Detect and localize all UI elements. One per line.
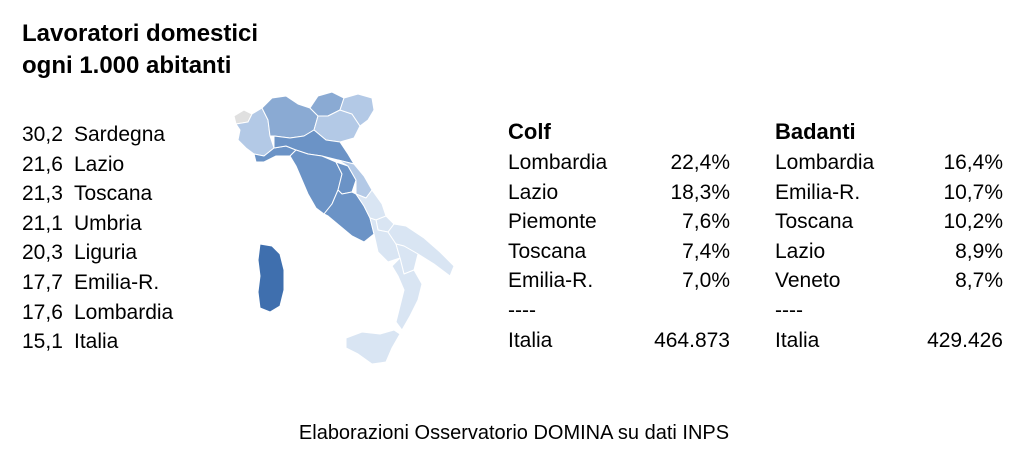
colf-region: Toscana <box>508 239 587 263</box>
badanti-value: 10,7% <box>943 180 1003 204</box>
ranking-row: 17,7 Emilia-R. <box>22 268 173 298</box>
badanti-row: Emilia-R. 10,7% <box>775 178 1003 208</box>
ranking-value: 30,2 <box>22 123 63 146</box>
colf-row: Piemonte 7,6% <box>508 207 730 237</box>
chart-title: Lavoratori domestici ogni 1.000 abitanti <box>22 18 258 82</box>
ranking-list: 30,2 Sardegna 21,6 Lazio 21,3 Toscana 21,1 U… <box>22 120 173 357</box>
badanti-region: Emilia-R. <box>775 180 861 204</box>
ranking-value: 21,3 <box>22 182 63 206</box>
badanti-row: Veneto 8,7% <box>775 266 1003 296</box>
badanti-separator-text: ---- <box>775 298 803 322</box>
colf-separator: ---- <box>508 296 730 326</box>
italy-map <box>233 91 455 365</box>
title-line-2: ogni 1.000 abitanti <box>22 52 232 79</box>
colf-row: Lombardia 22,4% <box>508 148 730 178</box>
badanti-region: Toscana <box>775 210 854 234</box>
ranking-region: Emilia-R. <box>74 270 160 294</box>
ranking-value: 15,1 <box>22 330 63 354</box>
colf-value: 7,0% <box>682 269 730 293</box>
badanti-table: Badanti Lombardia 16,4% Emilia-R. 10,7% To… <box>775 116 1003 355</box>
badanti-row: Toscana 10,2% <box>775 207 1003 237</box>
ranking-region: Liguria <box>74 241 138 265</box>
badanti-row: Lazio 8,9% <box>775 237 1003 267</box>
title-line-1: Lavoratori domestici <box>22 20 259 47</box>
ranking-region: Sardegna <box>74 123 166 146</box>
badanti-region: Lazio <box>775 239 826 263</box>
badanti-region: Veneto <box>775 269 841 293</box>
ranking-region: Umbria <box>74 211 142 235</box>
badanti-heading: Badanti <box>775 119 856 144</box>
badanti-separator: ---- <box>775 296 1003 326</box>
ranking-region: Lombardia <box>74 300 174 324</box>
colf-row: Emilia-R. 7,0% <box>508 266 730 296</box>
region-calabria <box>391 257 423 331</box>
ranking-row: 21,3 Toscana <box>22 179 173 209</box>
badanti-row: Lombardia 16,4% <box>775 148 1003 178</box>
ranking-value: 21,1 <box>22 211 63 235</box>
ranking-value: 17,6 <box>22 300 63 324</box>
colf-region: Lazio <box>508 180 559 204</box>
ranking-region: Italia <box>74 330 119 354</box>
region-friuli <box>339 93 375 127</box>
ranking-row: 15,1 Italia <box>22 327 173 357</box>
ranking-value: 20,3 <box>22 241 63 265</box>
ranking-region: Toscana <box>74 182 153 206</box>
region-sicilia <box>345 329 401 365</box>
colf-row: Toscana 7,4% <box>508 237 730 267</box>
ranking-value: 17,7 <box>22 270 63 294</box>
badanti-value: 16,4% <box>943 151 1003 174</box>
badanti-value: 10,2% <box>943 210 1003 234</box>
badanti-value: 8,7% <box>955 269 1003 293</box>
colf-region: Piemonte <box>508 210 597 234</box>
ranking-row: 21,6 Lazio <box>22 150 173 180</box>
ranking-row: 30,2 Sardegna <box>22 120 173 150</box>
colf-heading: Colf <box>508 119 551 144</box>
badanti-total-value: 429.426 <box>927 328 1003 352</box>
colf-region: Lombardia <box>508 151 608 174</box>
colf-total-value: 464.873 <box>654 328 730 352</box>
source-note: Elaborazioni Osservatorio DOMINA su dati… <box>298 422 730 444</box>
badanti-total-label: Italia <box>775 328 820 352</box>
colf-value: 7,6% <box>682 210 730 234</box>
ranking-value: 21,6 <box>22 152 63 176</box>
ranking-region: Lazio <box>74 152 125 176</box>
badanti-total-row: Italia 429.426 <box>775 326 1003 356</box>
ranking-row: 20,3 Liguria <box>22 238 173 268</box>
region-sardegna <box>257 243 285 313</box>
ranking-row: 21,1 Umbria <box>22 209 173 239</box>
colf-value: 22,4% <box>670 151 730 174</box>
colf-table: Colf Lombardia 22,4% Lazio 18,3% Piemonte 7… <box>508 116 730 355</box>
colf-total-row: Italia 464.873 <box>508 326 730 356</box>
badanti-region: Lombardia <box>775 151 875 174</box>
colf-region: Emilia-R. <box>508 269 594 293</box>
colf-value: 18,3% <box>670 180 730 204</box>
colf-total-label: Italia <box>508 328 553 352</box>
colf-value: 7,4% <box>682 239 730 263</box>
ranking-row: 17,6 Lombardia <box>22 298 173 328</box>
colf-row: Lazio 18,3% <box>508 178 730 208</box>
region-lombardia <box>261 95 319 139</box>
colf-separator-text: ---- <box>508 298 536 322</box>
badanti-value: 8,9% <box>955 239 1003 263</box>
